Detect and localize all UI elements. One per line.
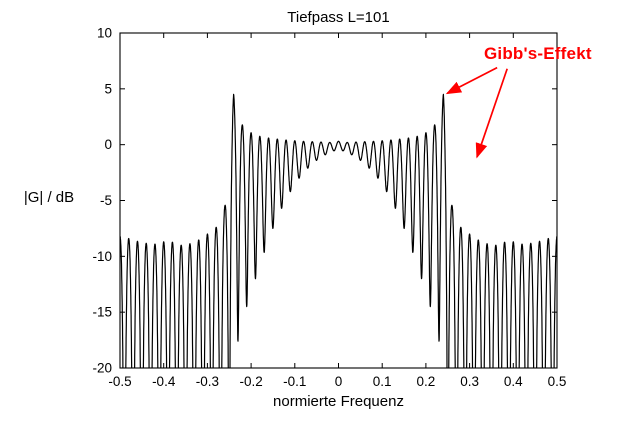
- gibbs-annotation: Gibb's-Effekt: [484, 44, 592, 63]
- y-tick-label: -15: [92, 305, 112, 320]
- x-tick-label: 0: [335, 374, 343, 389]
- x-tick-label: 0.3: [460, 374, 479, 389]
- x-tick-label: -0.2: [239, 374, 262, 389]
- gibbs-arrow-1: [445, 66, 498, 95]
- x-tick-label: -0.5: [108, 374, 131, 389]
- y-tick-label: 10: [97, 26, 112, 41]
- x-tick-label: 0.4: [504, 374, 523, 389]
- x-tick-label: -0.4: [152, 374, 176, 389]
- x-tick-label: -0.1: [283, 374, 306, 389]
- x-axis-label: normierte Frequenz: [273, 393, 404, 410]
- y-tick-label: -20: [92, 361, 112, 376]
- gibbs-arrow-2: [475, 68, 508, 159]
- y-axis-label: |G| / dB: [23, 189, 75, 206]
- plot-frame: [119, 32, 558, 369]
- y-tick-label: -10: [92, 249, 112, 264]
- y-tick-label: 0: [104, 137, 112, 152]
- x-tick-label: -0.3: [196, 374, 219, 389]
- chart-title: Tiefpass L=101: [287, 9, 390, 26]
- y-tick-label: 5: [104, 81, 112, 96]
- x-tick-label: 0.5: [548, 374, 567, 389]
- y-tick-label: -5: [100, 193, 112, 208]
- response-curve: [120, 93, 557, 368]
- x-tick-label: 0.1: [373, 374, 392, 389]
- x-tick-label: 0.2: [417, 374, 436, 389]
